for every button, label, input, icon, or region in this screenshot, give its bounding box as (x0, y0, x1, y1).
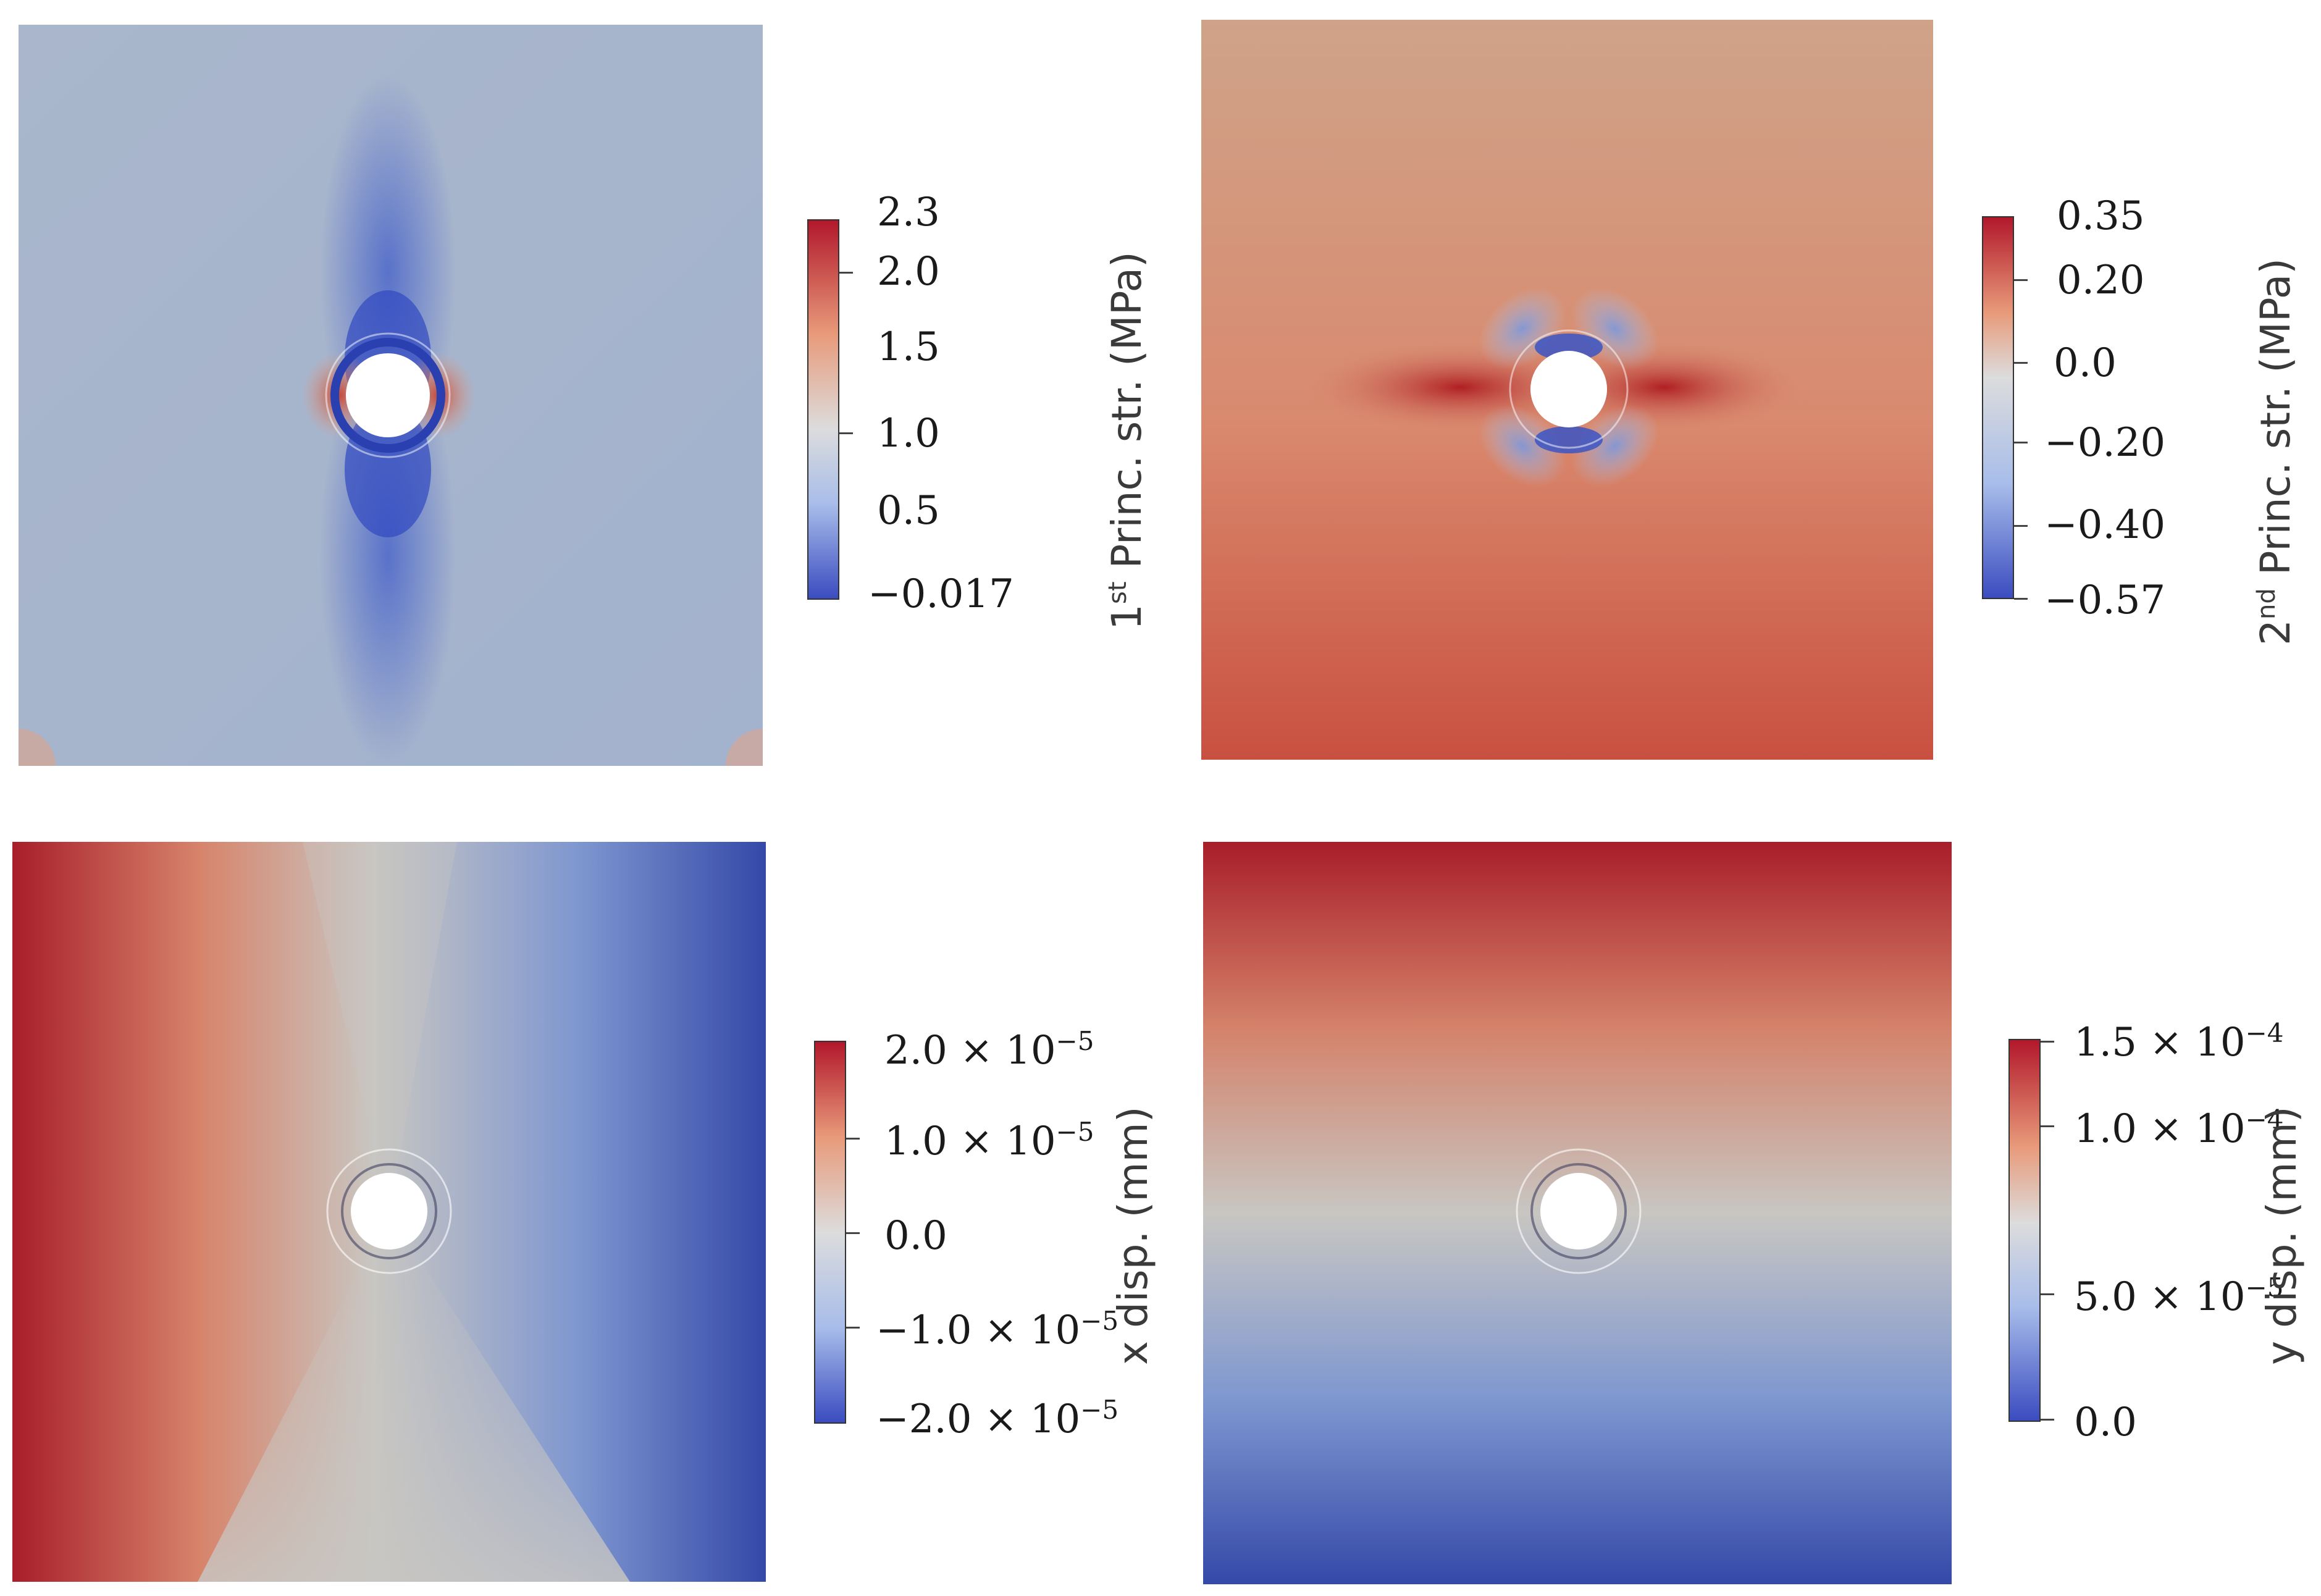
colorbar-3 (814, 1041, 846, 1424)
stress-field-plot-2 (1201, 20, 1933, 760)
colorbar-2-tick (2014, 279, 2028, 281)
colorbar-2-tick (2014, 442, 2028, 443)
neutral-wedge-bottom (198, 1212, 630, 1582)
colorbar-3-tick-label: −2.0 × 10−5 (876, 1395, 1119, 1442)
colorbar-3-tick-label: −1.0 × 10−5 (876, 1306, 1119, 1353)
colorbar-2-tick-label: 0.20 (2057, 258, 2145, 303)
corner-tint-bl (19, 729, 56, 766)
colorbar-3-tick (846, 1232, 860, 1234)
colorbar-1-tick-label: 2.3 (877, 190, 940, 235)
colorbar-3-axis-label: x disp. (mm) (1109, 1106, 1157, 1365)
colorbar-2-tick-label: 0.35 (2057, 193, 2145, 239)
colorbar-3-tick (846, 1327, 860, 1329)
hole-outline-outer (326, 1148, 452, 1274)
colorbar-4-tick (2041, 1419, 2054, 1421)
colorbar-1-tick-label: −0.017 (868, 571, 1014, 617)
hole-outline (1509, 329, 1629, 449)
colorbar-2-tick (2014, 598, 2028, 600)
colorbar-4 (2008, 1039, 2041, 1422)
compression-core-bottom (345, 401, 431, 537)
stress-ring (330, 338, 445, 453)
displacement-field-plot-x (12, 842, 766, 1582)
compression-cap-bottom (1535, 426, 1603, 453)
hole (346, 353, 430, 437)
displacement-field-plot-y (1203, 842, 1952, 1584)
colorbar-1-axis-label: 1st Princ. str. (MPa) (1103, 251, 1151, 630)
colorbar-3-tick-label: 2.0 × 10−5 (884, 1026, 1094, 1073)
colorbar-4-tick-label: 1.0 × 10−4 (2074, 1104, 2284, 1152)
colorbar-3-tick (846, 1138, 860, 1140)
compression-lobe-ll (1479, 405, 1566, 487)
compression-cap-top (1535, 334, 1603, 361)
neutral-wedge-top (303, 842, 457, 1212)
colorbar-1-tick (839, 432, 853, 434)
colorbar-4-tick-label: 1.5 × 10−4 (2074, 1018, 2284, 1065)
colorbar-2-tick-label: −0.40 (2044, 502, 2166, 548)
hole-outline-outer (1516, 1148, 1642, 1274)
colorbar-4-tick-label: 0.0 (2074, 1400, 2137, 1445)
colorbar-1-tick (839, 272, 853, 274)
hole-outline-inner (341, 1163, 437, 1259)
colorbar-3-tick-label: 0.0 (884, 1213, 947, 1259)
colorbar-1-tick-label: 0.5 (877, 488, 940, 534)
colorbar-2-tick-label: 0.0 (2054, 340, 2117, 386)
hole-outline-inner (1530, 1163, 1627, 1259)
colorbar-1-tick-label: 2.0 (877, 249, 940, 295)
hole (1540, 1173, 1617, 1250)
colorbar-4-tick-label: 5.0 × 10−5 (2074, 1272, 2284, 1320)
colorbar-1-tick-label: 1.5 (877, 324, 940, 370)
colorbar-4-tick (2041, 1041, 2054, 1043)
colorbar-1-tick-label: 1.0 (877, 411, 940, 456)
colorbar-1 (807, 219, 839, 600)
hole (1530, 351, 1607, 427)
colorbar-2-tick (2014, 525, 2028, 527)
compression-lobe-lr (1571, 405, 1659, 487)
colorbar-2-tick-label: −0.20 (2044, 420, 2166, 466)
colorbar-2-tick (2014, 362, 2028, 364)
colorbar-2-axis-label: 2nd Princ. str. (MPa) (2252, 258, 2299, 645)
colorbar-4-axis-label: y disp. (mm) (2258, 1106, 2306, 1365)
colorbar-2 (1982, 216, 2014, 599)
colorbar-3-tick-label: 1.0 × 10−5 (884, 1117, 1094, 1164)
corner-tint-br (726, 729, 763, 766)
colorbar-4-tick (2041, 1125, 2054, 1127)
colorbar-2-tick-label: −0.57 (2044, 578, 2166, 623)
hole-outline (325, 332, 451, 458)
stress-field-plot-1 (19, 25, 763, 766)
hole (351, 1173, 427, 1250)
colorbar-4-tick (2041, 1293, 2054, 1295)
